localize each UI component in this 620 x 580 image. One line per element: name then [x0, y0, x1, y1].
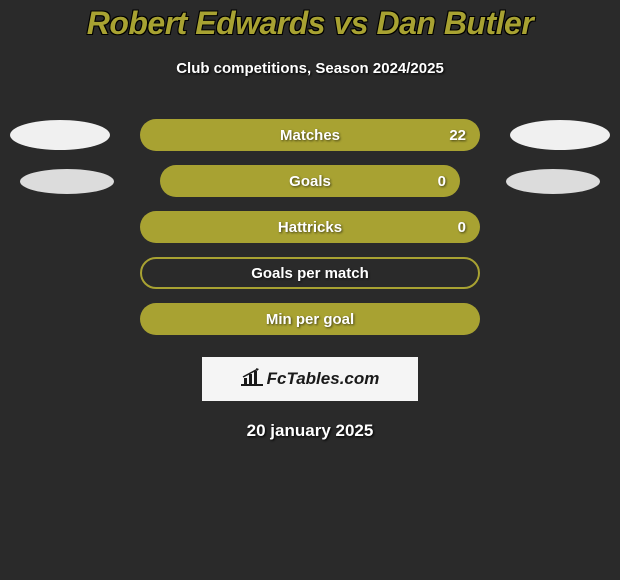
stat-row: Matches 22 — [0, 119, 620, 151]
stat-bar: Matches 22 — [140, 119, 480, 151]
stat-row: Goals 0 — [0, 165, 620, 197]
stat-row: Hattricks 0 — [0, 211, 620, 243]
player-right-indicator — [506, 169, 600, 194]
stat-label: Min per goal — [266, 311, 354, 328]
stat-label: Matches — [280, 127, 340, 144]
player-left-indicator — [10, 120, 110, 150]
source-logo[interactable]: FcTables.com — [202, 357, 418, 401]
stat-value: 0 — [438, 173, 446, 190]
stat-bar: Goals per match — [140, 257, 480, 289]
stat-value: 22 — [449, 127, 466, 144]
stat-value: 0 — [458, 219, 466, 236]
stat-label: Goals per match — [251, 265, 369, 282]
player-left-indicator — [20, 169, 114, 194]
page-title: Robert Edwards vs Dan Butler — [0, 5, 620, 42]
player-right-indicator — [510, 120, 610, 150]
stat-row: Min per goal — [0, 303, 620, 335]
stat-bar: Min per goal — [140, 303, 480, 335]
date-label: 20 january 2025 — [0, 421, 620, 441]
stat-row: Goals per match — [0, 257, 620, 289]
stat-bar: Hattricks 0 — [140, 211, 480, 243]
stat-label: Goals — [289, 173, 331, 190]
subtitle: Club competitions, Season 2024/2025 — [0, 60, 620, 77]
stat-rows: Matches 22 Goals 0 Hattricks 0 Goals per match… — [0, 119, 620, 335]
stats-comparison-card: Robert Edwards vs Dan Butler Club compet… — [0, 0, 620, 441]
stat-bar: Goals 0 — [160, 165, 460, 197]
chart-icon — [241, 368, 263, 391]
logo-text: FcTables.com — [267, 369, 380, 389]
stat-label: Hattricks — [278, 219, 342, 236]
